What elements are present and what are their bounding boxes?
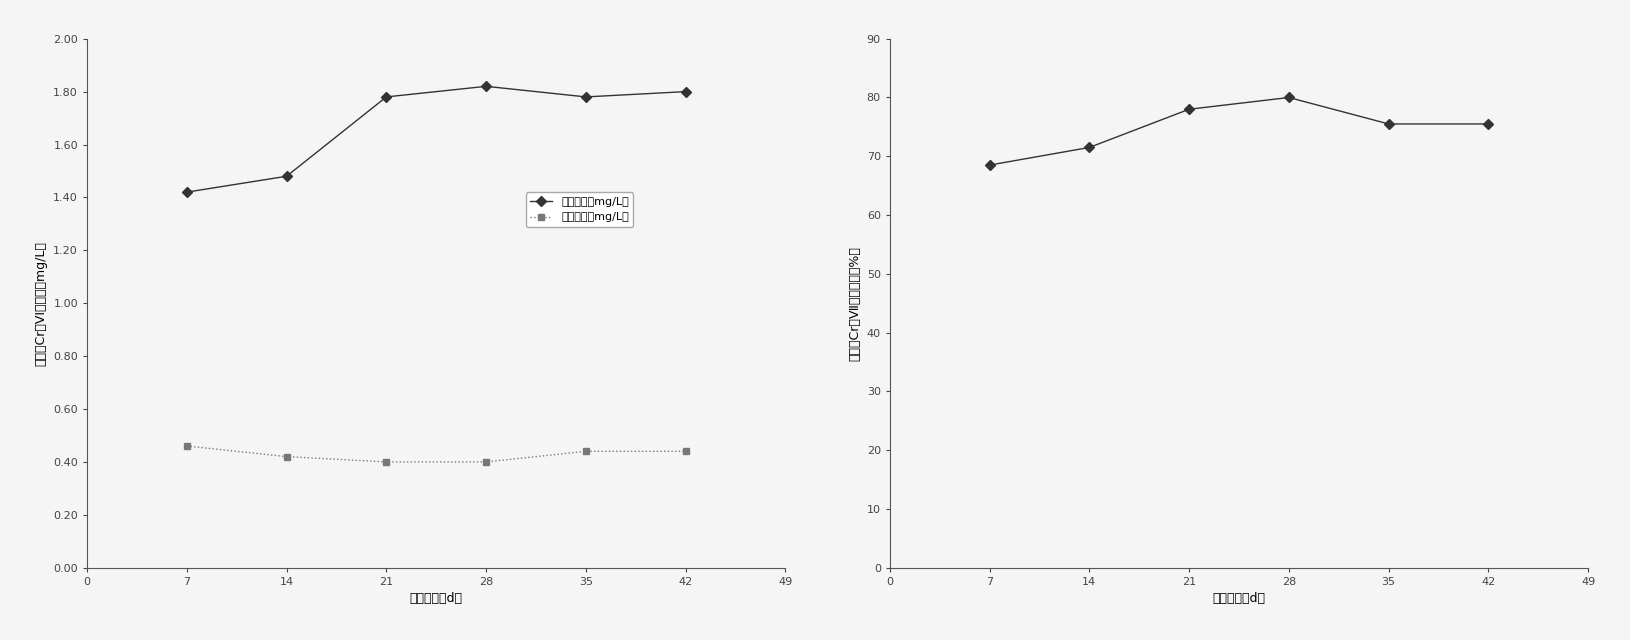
出水浓度（mg/L）	[277, 452, 297, 460]
出水浓度（mg/L）	[676, 447, 696, 455]
进水浓度（mg/L）	[277, 172, 297, 180]
出水浓度（mg/L）	[377, 458, 396, 466]
出水浓度（mg/L）	[476, 458, 496, 466]
Legend: 进水浓度（mg/L）, 出水浓度（mg/L）: 进水浓度（mg/L）, 出水浓度（mg/L）	[525, 193, 634, 227]
出水浓度（mg/L）	[178, 442, 197, 450]
Line: 出水浓度（mg/L）: 出水浓度（mg/L）	[183, 442, 689, 465]
进水浓度（mg/L）	[476, 83, 496, 90]
Y-axis label: 废水中Cr（VI）浓度（mg/L）: 废水中Cr（VI）浓度（mg/L）	[34, 241, 47, 365]
X-axis label: 处理时间（d）: 处理时间（d）	[1213, 592, 1265, 605]
X-axis label: 处理时间（d）: 处理时间（d）	[409, 592, 463, 605]
Line: 进水浓度（mg/L）: 进水浓度（mg/L）	[183, 83, 689, 196]
进水浓度（mg/L）	[575, 93, 595, 100]
进水浓度（mg/L）	[377, 93, 396, 100]
进水浓度（mg/L）	[178, 188, 197, 196]
进水浓度（mg/L）	[676, 88, 696, 95]
出水浓度（mg/L）	[575, 447, 595, 455]
Y-axis label: 废水中CrＨⅦ）净化率（%）: 废水中CrＨⅦ）净化率（%）	[848, 246, 861, 361]
